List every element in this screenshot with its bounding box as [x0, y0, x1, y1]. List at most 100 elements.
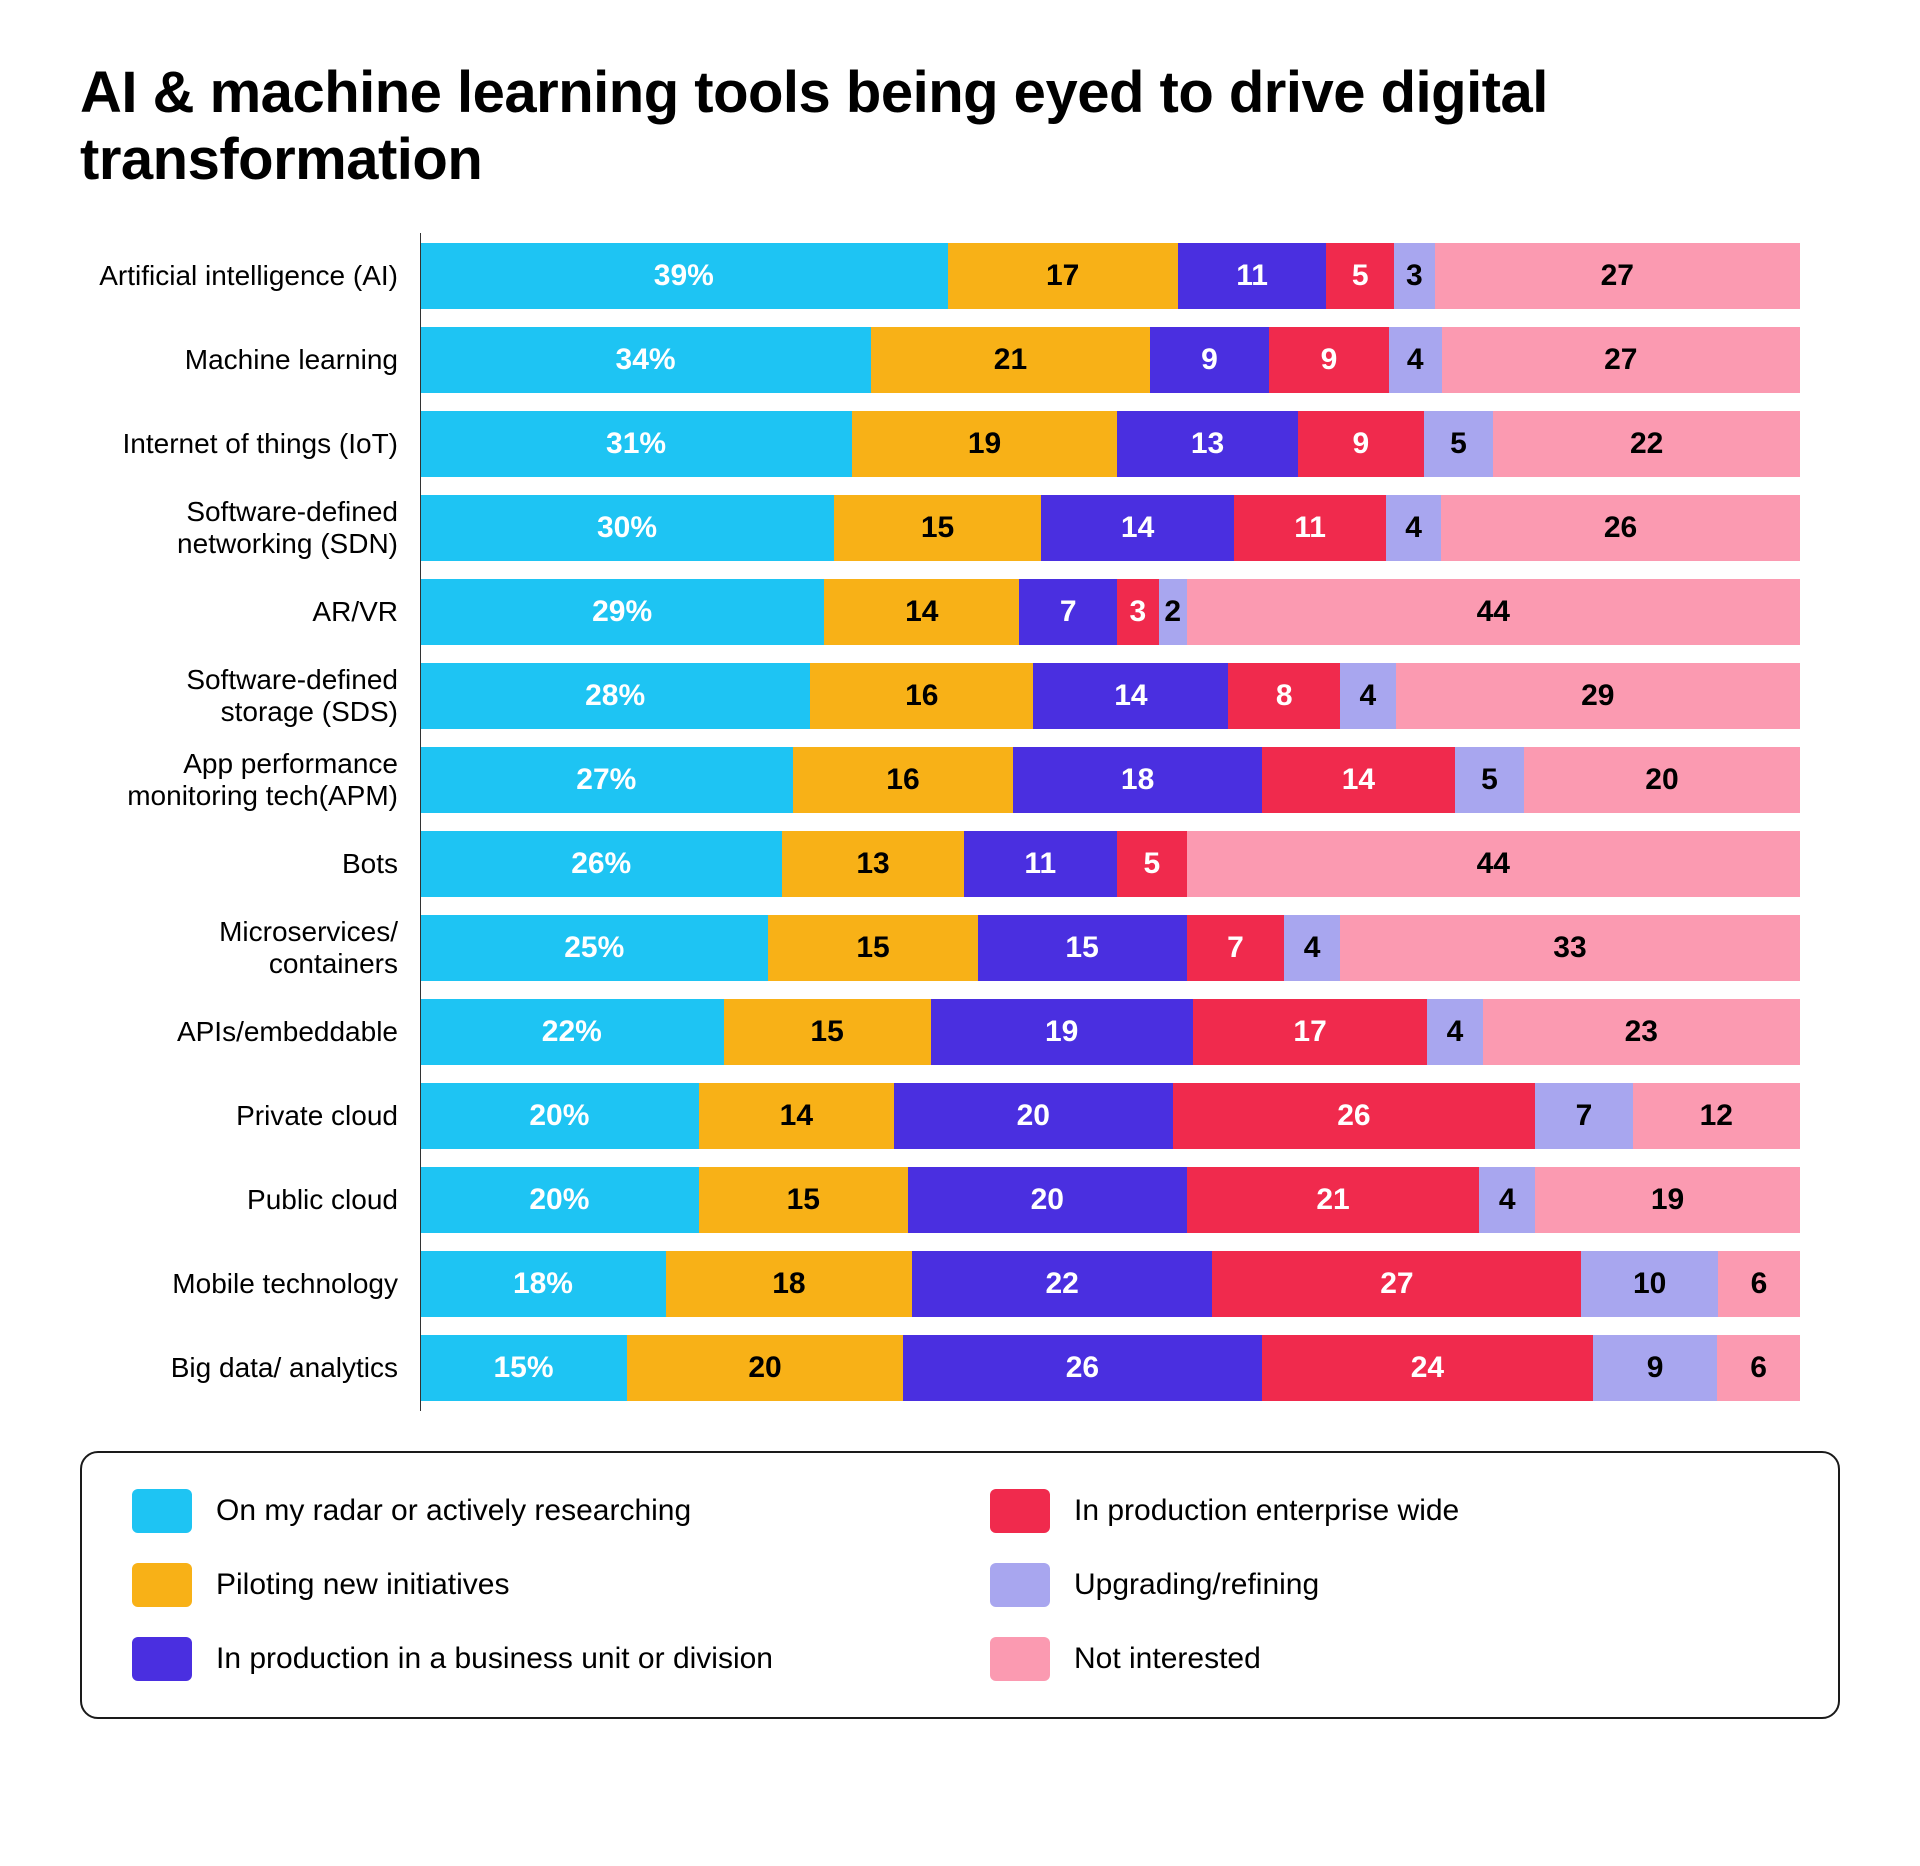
chart-row: Mobile technology18%182227106: [90, 1251, 1840, 1317]
chart-row: Software-defined storage (SDS)28%1614842…: [90, 663, 1840, 729]
stacked-bar: 26%1311544: [420, 831, 1800, 897]
bar-segment-prod_unit: 22: [912, 1251, 1213, 1317]
bar-segment-prod_unit: 11: [964, 831, 1117, 897]
bar-segment-prod_ent: 26: [1173, 1083, 1535, 1149]
bar-segment-prod_ent: 27: [1212, 1251, 1581, 1317]
legend-item-not_int: Not interested: [990, 1637, 1788, 1681]
legend-swatch: [132, 1563, 192, 1607]
chart-row: Big data/ analytics15%20262496: [90, 1335, 1840, 1401]
row-label: Mobile technology: [90, 1268, 420, 1300]
bar-segment-not_int: 33: [1340, 915, 1800, 981]
stacked-bar: 25%15157433: [420, 915, 1800, 981]
bar-segment-radar: 30%: [420, 495, 834, 561]
bar-segment-prod_ent: 5: [1326, 243, 1394, 309]
chart-row: Artificial intelligence (AI)39%17115327: [90, 243, 1840, 309]
bar-segment-prod_unit: 20: [894, 1083, 1173, 1149]
row-label: App performance monitoring tech(APM): [90, 748, 420, 812]
stacked-bar: 18%182227106: [420, 1251, 1800, 1317]
bar-segment-prod_ent: 8: [1228, 663, 1340, 729]
bar-segment-piloting: 14: [699, 1083, 894, 1149]
legend-swatch: [990, 1563, 1050, 1607]
chart-row: Software-defined networking (SDN)30%1514…: [90, 495, 1840, 561]
row-label: Private cloud: [90, 1100, 420, 1132]
bar-segment-not_int: 6: [1717, 1335, 1800, 1401]
bar-segment-upgrading: 3: [1394, 243, 1435, 309]
bar-segment-prod_unit: 26: [903, 1335, 1262, 1401]
bar-segment-not_int: 27: [1442, 327, 1800, 393]
bar-segment-upgrading: 4: [1386, 495, 1441, 561]
stacked-bar: 20%142026712: [420, 1083, 1800, 1149]
legend: On my radar or actively researching In pr…: [80, 1451, 1840, 1719]
legend-label: Piloting new initiatives: [216, 1568, 509, 1602]
bar-segment-upgrading: 2: [1159, 579, 1187, 645]
row-label: Internet of things (IoT): [90, 428, 420, 460]
bar-segment-piloting: 14: [824, 579, 1019, 645]
bar-segment-radar: 34%: [420, 327, 871, 393]
row-label: Artificial intelligence (AI): [90, 260, 420, 292]
bar-segment-radar: 29%: [420, 579, 824, 645]
bar-segment-not_int: 44: [1187, 831, 1800, 897]
chart-row: Public cloud20%152021419: [90, 1167, 1840, 1233]
stacked-bar: 34%2199427: [420, 327, 1800, 393]
bar-segment-prod_ent: 9: [1298, 411, 1423, 477]
bar-segment-radar: 18%: [420, 1251, 666, 1317]
bar-segment-prod_unit: 11: [1178, 243, 1327, 309]
bar-segment-prod_ent: 21: [1187, 1167, 1480, 1233]
stacked-bar: 15%20262496: [420, 1335, 1800, 1401]
bar-segment-upgrading: 4: [1427, 999, 1482, 1065]
bar-segment-upgrading: 5: [1424, 411, 1494, 477]
legend-label: In production in a business unit or divi…: [216, 1642, 773, 1676]
bar-segment-prod_unit: 14: [1033, 663, 1228, 729]
row-label: Software-defined storage (SDS): [90, 664, 420, 728]
chart-row: Internet of things (IoT)31%19139522: [90, 411, 1840, 477]
bar-segment-upgrading: 4: [1479, 1167, 1535, 1233]
bar-segment-prod_unit: 9: [1150, 327, 1269, 393]
bar-segment-prod_ent: 5: [1117, 831, 1187, 897]
bar-segment-radar: 28%: [420, 663, 810, 729]
row-label: Big data/ analytics: [90, 1352, 420, 1384]
y-axis-line: [420, 233, 421, 1411]
row-label: AR/VR: [90, 596, 420, 628]
bar-segment-upgrading: 4: [1284, 915, 1340, 981]
bar-segment-prod_ent: 9: [1269, 327, 1388, 393]
legend-label: Not interested: [1074, 1642, 1261, 1676]
row-label: Public cloud: [90, 1184, 420, 1216]
bar-segment-not_int: 22: [1493, 411, 1800, 477]
bar-segment-radar: 27%: [420, 747, 793, 813]
bar-segment-piloting: 18: [666, 1251, 912, 1317]
bar-segment-piloting: 15: [834, 495, 1041, 561]
bar-segment-piloting: 15: [768, 915, 977, 981]
chart-title: AI & machine learning tools being eyed t…: [80, 60, 1840, 193]
legend-label: Upgrading/refining: [1074, 1568, 1319, 1602]
bar-segment-piloting: 17: [948, 243, 1178, 309]
bar-segment-upgrading: 9: [1593, 1335, 1717, 1401]
bar-segment-not_int: 26: [1441, 495, 1800, 561]
legend-item-prod_ent: In production enterprise wide: [990, 1489, 1788, 1533]
stacked-bar: 22%151917423: [420, 999, 1800, 1065]
stacked-bar: 29%1473244: [420, 579, 1800, 645]
stacked-bar: 31%19139522: [420, 411, 1800, 477]
legend-label: On my radar or actively researching: [216, 1494, 691, 1528]
bar-segment-radar: 20%: [420, 1167, 699, 1233]
bar-segment-piloting: 15: [699, 1167, 908, 1233]
bar-segment-prod_ent: 24: [1262, 1335, 1593, 1401]
bar-segment-prod_ent: 11: [1234, 495, 1386, 561]
bar-segment-prod_unit: 19: [931, 999, 1193, 1065]
bar-segment-piloting: 20: [627, 1335, 903, 1401]
bar-segment-upgrading: 5: [1455, 747, 1524, 813]
bar-segment-prod_ent: 17: [1193, 999, 1428, 1065]
bar-segment-piloting: 16: [810, 663, 1033, 729]
bar-segment-not_int: 20: [1524, 747, 1800, 813]
bar-segment-prod_unit: 20: [908, 1167, 1187, 1233]
legend-item-prod_unit: In production in a business unit or divi…: [132, 1637, 930, 1681]
legend-swatch: [990, 1637, 1050, 1681]
bar-segment-prod_ent: 14: [1262, 747, 1455, 813]
bar-segment-not_int: 27: [1435, 243, 1800, 309]
bar-segment-prod_ent: 3: [1117, 579, 1159, 645]
bar-segment-radar: 22%: [420, 999, 724, 1065]
bar-segment-not_int: 12: [1633, 1083, 1800, 1149]
stacked-bar: 28%16148429: [420, 663, 1800, 729]
bar-segment-prod_unit: 13: [1117, 411, 1298, 477]
chart-row: APIs/embeddable22%151917423: [90, 999, 1840, 1065]
bar-segment-radar: 15%: [420, 1335, 627, 1401]
